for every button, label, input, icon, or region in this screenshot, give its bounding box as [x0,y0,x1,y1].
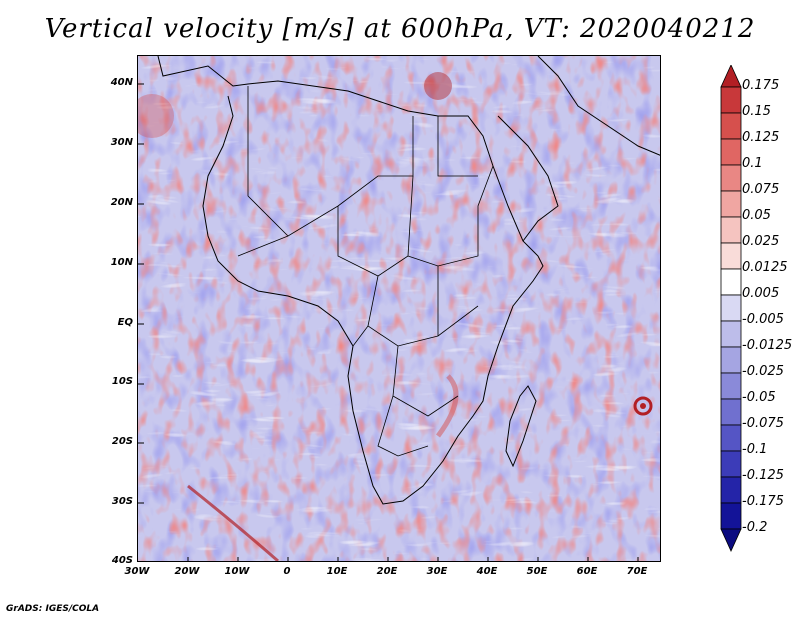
lon-label-10w: 10W [224,566,250,577]
lon-label-30w: 30W [124,566,150,577]
colorbar-bin [720,398,742,426]
lat-label-30n: 30N [110,137,133,148]
colorbar-bin [720,268,742,296]
lon-label-70e: 70E [626,566,648,577]
colorbar-bin [720,242,742,270]
lon-label-20e: 20E [376,566,398,577]
colorbar-label: 0.15 [742,104,771,119]
colorbar-label: -0.1 [742,442,768,457]
colorbar-label: 0.005 [742,286,780,301]
colorbar-bin [720,294,742,322]
lat-label-30s: 30S [111,496,133,507]
colorbar-label: -0.05 [742,390,776,405]
cyclone-eye [640,403,646,409]
lat-label-20s: 20S [111,436,133,447]
colorbar [720,65,742,552]
lon-label-30e: 30E [426,566,448,577]
colorbar-bin [720,65,742,88]
madagascar-coast [505,385,537,468]
colorbar-label: 0.05 [742,208,771,223]
lat-label-eq: EQ [117,317,133,328]
colorbar-label: -0.125 [742,468,784,483]
lat-label-10s: 10S [111,376,133,387]
colorbar-label: 0.125 [742,130,780,145]
colorbar-label: -0.025 [742,364,784,379]
colorbar-label: -0.2 [742,520,768,535]
ascent-turkey [424,72,452,100]
colorbar-bin [720,476,742,504]
coastlines [157,56,660,505]
colorbar-label: 0.175 [742,78,780,93]
colorbar-bin [720,528,742,552]
field-streaks [138,56,660,561]
lat-label-40n: 40N [110,77,133,88]
colorbar-bin [720,320,742,348]
lon-label-50e: 50E [526,566,548,577]
colorbar-bin [720,112,742,140]
cyclone-indian-ocean [633,396,653,416]
lon-label-0: 0 [283,566,291,577]
lon-label-10e: 10E [326,566,348,577]
lat-label-20n: 20N [110,197,133,208]
lon-label-40e: 40E [476,566,498,577]
colorbar-label: -0.075 [742,416,784,431]
colorbar-bin [720,346,742,374]
vertical-velocity-field [138,56,660,561]
axis-ticks [138,83,639,561]
colorbar-label: 0.0125 [742,260,788,275]
colorbar-bin [720,190,742,218]
map-panel [137,55,661,562]
country-borders [237,86,494,457]
colorbar-label: -0.005 [742,312,784,327]
lon-label-60e: 60E [576,566,598,577]
colorbar-label: 0.075 [742,182,780,197]
lat-label-10n: 10N [110,257,133,268]
colorbar-label: 0.025 [742,234,780,249]
colorbar-label: 0.1 [742,156,763,171]
colorbar-bin [720,138,742,166]
colorbar-bin [720,450,742,478]
colorbar-bin [720,424,742,452]
colorbar-label: -0.175 [742,494,784,509]
cyclone-north-atlantic [138,94,174,138]
frontal-band-south-atlantic [187,484,279,561]
colorbar-bin [720,164,742,192]
footer-credit: GrADS: IGES/COLA [6,604,100,614]
lat-label-40s: 40S [111,555,133,566]
lon-label-20w: 20W [174,566,200,577]
colorbar-bin [720,216,742,244]
colorbar-bin [720,86,742,114]
chart-title: Vertical velocity [m/s] at 600hPa, VT: 2… [44,14,756,44]
colorbar-label: -0.0125 [742,338,793,353]
ascent-band-se-africa [435,374,459,438]
colorbar-bin [720,372,742,400]
colorbar-bin [720,502,742,530]
